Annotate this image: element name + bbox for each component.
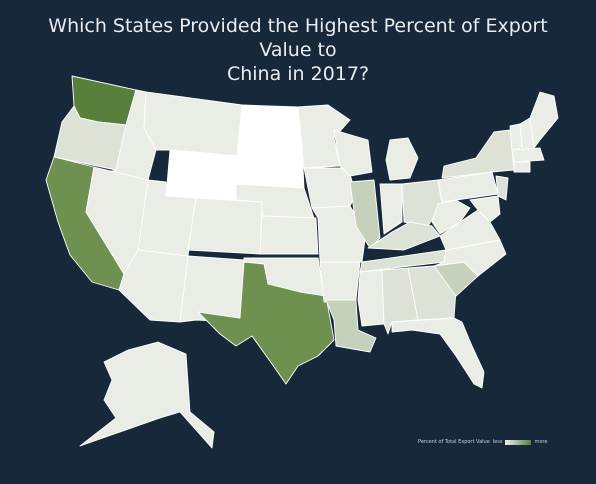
- state-montana[interactable]: [143, 91, 243, 157]
- state-south-dakota[interactable]: [235, 144, 305, 189]
- state-wisconsin[interactable]: [333, 129, 373, 177]
- state-indiana[interactable]: [379, 183, 403, 235]
- state-north-dakota[interactable]: [237, 104, 303, 147]
- legend-low-label: less: [492, 439, 503, 445]
- state-michigan[interactable]: [385, 137, 419, 181]
- state-new-york[interactable]: [441, 129, 515, 179]
- state-maryland[interactable]: [469, 195, 501, 223]
- state-washington[interactable]: [71, 75, 137, 126]
- state-kansas[interactable]: [259, 215, 319, 255]
- map-title: Which States Provided the Highest Percen…: [30, 14, 566, 86]
- legend-gradient-bar: [505, 439, 532, 445]
- title-line-2: China in 2017?: [226, 63, 370, 85]
- state-wyoming[interactable]: [165, 149, 239, 201]
- state-connecticut[interactable]: [513, 161, 531, 173]
- state-alaska[interactable]: [79, 341, 215, 449]
- legend-label: Percent of Total Export Value: [418, 439, 490, 445]
- state-florida[interactable]: [391, 317, 485, 389]
- state-new-mexico[interactable]: [179, 255, 245, 323]
- state-colorado[interactable]: [187, 197, 263, 255]
- state-texas[interactable]: [197, 261, 335, 385]
- legend-high-label: more: [534, 439, 548, 445]
- state-louisiana[interactable]: [325, 299, 377, 353]
- state-new-jersey[interactable]: [495, 175, 509, 201]
- map-legend: Percent of Total Export Value less more: [418, 439, 547, 445]
- state-kentucky[interactable]: [367, 221, 441, 251]
- state-mississippi[interactable]: [357, 269, 385, 327]
- state-arkansas[interactable]: [319, 261, 361, 303]
- state-minnesota[interactable]: [297, 104, 351, 169]
- state-massachusetts[interactable]: [511, 147, 545, 163]
- state-maine[interactable]: [529, 91, 559, 149]
- title-line-1: Which States Provided the Highest Percen…: [48, 15, 548, 61]
